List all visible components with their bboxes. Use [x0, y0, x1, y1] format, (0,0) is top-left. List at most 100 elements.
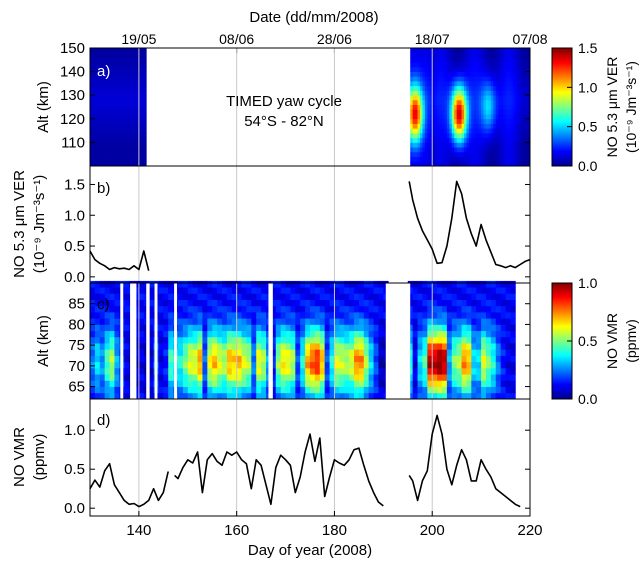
heatmap-cell — [500, 151, 504, 157]
heatmap-cell — [456, 330, 462, 338]
heatmap-cell — [124, 161, 128, 167]
heatmap-cell — [417, 137, 421, 143]
heatmap-cell — [461, 90, 465, 96]
heatmap-cell — [459, 62, 462, 68]
heatmap-cell — [141, 132, 145, 139]
heatmap-cell — [424, 66, 428, 72]
heatmap-cell — [334, 299, 340, 307]
heatmap-cell — [481, 392, 487, 400]
heatmap-cell — [136, 62, 140, 68]
heatmap-cell — [437, 361, 443, 369]
heatmap-cell — [449, 137, 453, 143]
heatmap-cell — [136, 81, 140, 87]
heatmap-cell — [420, 95, 423, 101]
heatmap-cell — [490, 392, 497, 400]
heatmap-cell — [102, 52, 106, 58]
heatmap-cell — [476, 76, 480, 82]
heatmap-cell — [94, 349, 101, 356]
heatmap-cell — [202, 361, 208, 369]
heatmap-cell — [378, 318, 384, 325]
heatmap-cell — [410, 128, 414, 134]
heatmap-cell — [471, 305, 477, 313]
heatmap-cell — [256, 361, 262, 369]
heatmap-cell — [427, 48, 431, 54]
heatmap-cell — [339, 330, 345, 338]
heatmap-cell — [143, 95, 147, 101]
heatmap-cell — [461, 330, 467, 338]
heatmap-cell — [464, 90, 467, 96]
heatmap-cell — [415, 76, 418, 82]
heatmap-cell — [305, 343, 311, 350]
heatmap-cell — [417, 386, 423, 394]
heatmap-cell — [114, 386, 120, 394]
heatmap-cell — [222, 374, 228, 381]
heatmap-cell — [295, 318, 301, 325]
bottom-tick-label: 140 — [126, 522, 151, 539]
heatmap-cell — [493, 128, 497, 134]
heatmap-cell — [466, 336, 472, 344]
heatmap-cell — [231, 318, 238, 325]
heatmap-cell — [295, 305, 301, 313]
heatmap-cell — [114, 137, 118, 143]
heatmap-cell — [94, 330, 101, 338]
heatmap-cell — [442, 57, 445, 63]
heatmap-cell — [319, 392, 326, 400]
heatmap-cell — [241, 318, 247, 325]
heatmap-cell — [442, 71, 445, 77]
heatmap-cell — [512, 123, 516, 129]
heatmap-cell — [456, 280, 462, 288]
heatmap-cell — [522, 114, 526, 120]
heatmap-cell — [275, 361, 282, 369]
heatmap-cell — [349, 349, 355, 356]
heatmap-cell — [246, 349, 252, 356]
heatmap-cell — [493, 95, 497, 101]
heatmap-cell — [420, 142, 423, 148]
heatmap-cell — [112, 132, 115, 139]
heatmap-cell — [349, 367, 355, 375]
heatmap-cell — [104, 312, 110, 319]
heatmap-cell — [295, 280, 301, 288]
heatmap-cell — [476, 52, 480, 58]
data-gap — [268, 283, 273, 399]
heatmap-cell — [339, 336, 345, 344]
heatmap-cell — [517, 57, 521, 63]
heatmap-cell — [442, 66, 445, 72]
heatmap-cell — [483, 85, 487, 91]
heatmap-cell — [295, 355, 301, 363]
heatmap-cell — [446, 76, 450, 82]
heatmap-cell — [261, 374, 267, 381]
heatmap-cell — [222, 305, 228, 313]
heatmap-cell — [471, 71, 475, 77]
heatmap-cell — [251, 330, 257, 338]
heatmap-cell — [134, 104, 137, 110]
heatmap-cell — [481, 48, 484, 54]
heatmap-cell — [522, 104, 526, 110]
heatmap-cell — [451, 109, 455, 115]
heatmap-cell — [490, 151, 494, 157]
heatmap-cell — [476, 114, 480, 120]
heatmap-cell — [439, 123, 443, 129]
heatmap-cell — [148, 355, 154, 363]
heatmap-cell — [432, 109, 436, 115]
data-gap — [174, 283, 178, 399]
heatmap-cell — [442, 114, 445, 120]
heatmap-cell — [368, 392, 374, 400]
heatmap-cell — [407, 336, 414, 344]
heatmap-cell — [446, 343, 453, 350]
heatmap-cell — [461, 109, 465, 115]
heatmap-cell — [437, 128, 440, 134]
heatmap-cell — [121, 109, 125, 115]
heatmap-cell — [466, 355, 472, 363]
heatmap-cell — [439, 95, 443, 101]
heatmap-cell — [437, 95, 440, 101]
heatmap-cell — [354, 336, 360, 344]
heatmap-cell — [226, 392, 233, 400]
heatmap-cell — [104, 299, 110, 307]
heatmap-cell — [192, 355, 198, 363]
heatmap-cell — [515, 123, 519, 129]
heatmap-cell — [314, 361, 321, 369]
heatmap-cell — [231, 386, 238, 394]
heatmap-cell — [285, 324, 291, 332]
heatmap-cell — [349, 280, 355, 288]
heatmap-cell — [434, 132, 438, 139]
